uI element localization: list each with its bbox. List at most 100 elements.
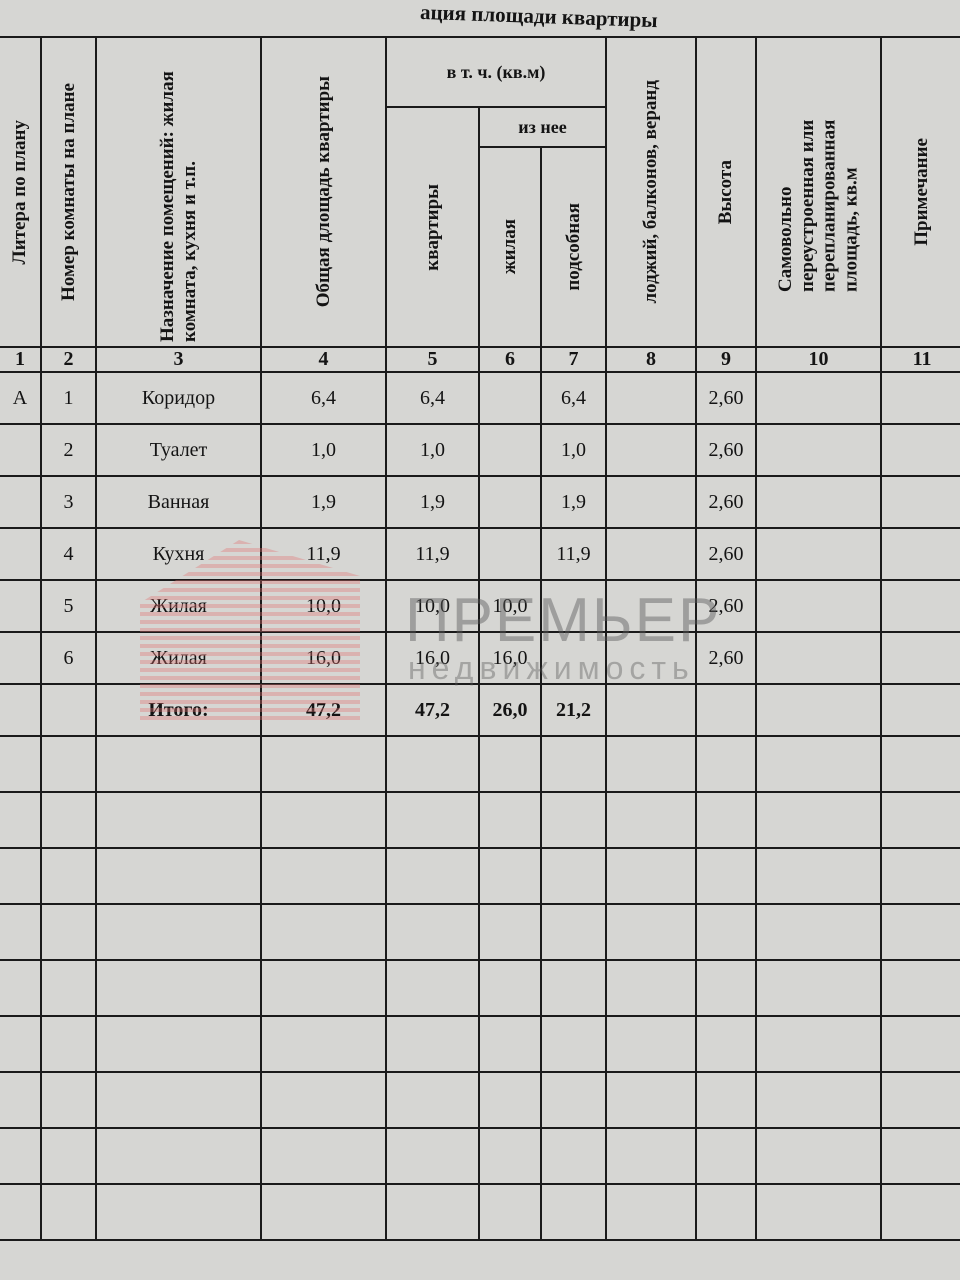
table-cell <box>260 1071 387 1129</box>
table-cell: Жилая <box>95 579 262 633</box>
header-litera: Литера по плану <box>0 36 42 348</box>
header-auxiliary: подсобная <box>539 146 608 348</box>
table-cell <box>539 735 608 793</box>
table-cell <box>478 423 542 477</box>
header-note: Примечание <box>880 36 960 348</box>
table-cell: 6,4 <box>260 371 387 425</box>
empty-row <box>0 847 960 905</box>
table-cell: 4 <box>40 527 97 581</box>
table-cell <box>478 371 542 425</box>
table-cell: 2,60 <box>695 579 758 633</box>
table-cell: 2,60 <box>695 631 758 685</box>
empty-row <box>0 1127 960 1185</box>
table-cell <box>478 1183 542 1241</box>
table-cell <box>260 1127 387 1185</box>
table-cell <box>755 735 883 793</box>
table-cell: 1 <box>40 371 97 425</box>
table-cell <box>695 1015 758 1073</box>
table-cell: 10,0 <box>260 579 387 633</box>
table-cell <box>880 1071 960 1129</box>
table-cell: 47,2 <box>260 683 387 737</box>
header-apartment: квартиры <box>385 106 480 348</box>
table-cell: 2,60 <box>695 423 758 477</box>
table-cell <box>695 903 758 961</box>
table-cell <box>605 1183 698 1241</box>
table-cell <box>385 1183 480 1241</box>
table-cell <box>755 847 883 905</box>
table-cell <box>0 847 42 905</box>
document-title: ация площади квартиры <box>419 0 659 33</box>
table-cell <box>755 903 883 961</box>
table-cell: 3 <box>40 475 97 529</box>
total-row: Итого: 47,2 47,2 26,0 21,2 <box>0 683 960 737</box>
table-cell <box>605 791 698 849</box>
table-cell <box>755 579 883 633</box>
table-row: 4 Кухня 11,9 11,9 11,9 2,60 <box>0 527 960 581</box>
col-num: 2 <box>40 346 97 373</box>
table-cell <box>880 903 960 961</box>
table-row: 5 Жилая 10,0 10,0 10,0 2,60 <box>0 579 960 633</box>
table-cell: 6,4 <box>385 371 480 425</box>
table-cell <box>755 959 883 1017</box>
table-cell <box>260 959 387 1017</box>
table-cell: 2,60 <box>695 527 758 581</box>
table-cell <box>0 579 42 633</box>
table-cell <box>605 959 698 1017</box>
table-cell: А <box>0 371 42 425</box>
table-cell <box>40 959 97 1017</box>
header-total-area: Общая длощадь квартиры <box>260 36 387 348</box>
table-cell <box>880 683 960 737</box>
table-cell: 2,60 <box>695 371 758 425</box>
table-cell <box>755 1015 883 1073</box>
table-cell <box>880 735 960 793</box>
table-cell <box>478 903 542 961</box>
table-cell <box>385 847 480 905</box>
table-cell <box>478 527 542 581</box>
table-cell <box>605 1015 698 1073</box>
table-cell <box>478 735 542 793</box>
table-cell <box>0 475 42 529</box>
table-cell <box>755 371 883 425</box>
table-cell <box>539 847 608 905</box>
table-cell <box>880 847 960 905</box>
table-cell <box>539 959 608 1017</box>
table-cell: 26,0 <box>478 683 542 737</box>
table-cell: 16,0 <box>260 631 387 685</box>
table-cell <box>40 735 97 793</box>
table-cell <box>95 903 262 961</box>
table-cell <box>385 1071 480 1129</box>
table-cell <box>0 1127 42 1185</box>
table-cell <box>755 1183 883 1241</box>
table-cell <box>0 631 42 685</box>
col-num: 5 <box>385 346 480 373</box>
table-cell <box>40 1015 97 1073</box>
table-cell: 1,0 <box>260 423 387 477</box>
table-cell <box>40 1183 97 1241</box>
empty-row <box>0 903 960 961</box>
table-cell <box>605 631 698 685</box>
table-cell <box>755 631 883 685</box>
table-cell <box>95 1183 262 1241</box>
table-cell <box>0 903 42 961</box>
table-cell <box>0 527 42 581</box>
table-cell <box>95 847 262 905</box>
col-num: 7 <box>539 346 608 373</box>
col-num: 4 <box>260 346 387 373</box>
table-cell: Кухня <box>95 527 262 581</box>
table-cell <box>40 791 97 849</box>
table-cell: 47,2 <box>385 683 480 737</box>
table-cell <box>880 1015 960 1073</box>
header-height: Высота <box>695 36 758 348</box>
header-subgroup-of-which: из нее <box>477 106 608 148</box>
table-cell <box>755 423 883 477</box>
empty-row <box>0 1183 960 1241</box>
col-num: 9 <box>695 346 758 373</box>
header-room-number: Номер комнаты на плане <box>40 36 97 348</box>
table-cell: 1,9 <box>260 475 387 529</box>
col-num: 8 <box>605 346 698 373</box>
table-cell <box>695 791 758 849</box>
col-num: 10 <box>755 346 883 373</box>
col-num: 1 <box>0 346 42 373</box>
table-cell <box>95 1127 262 1185</box>
empty-row <box>0 735 960 793</box>
